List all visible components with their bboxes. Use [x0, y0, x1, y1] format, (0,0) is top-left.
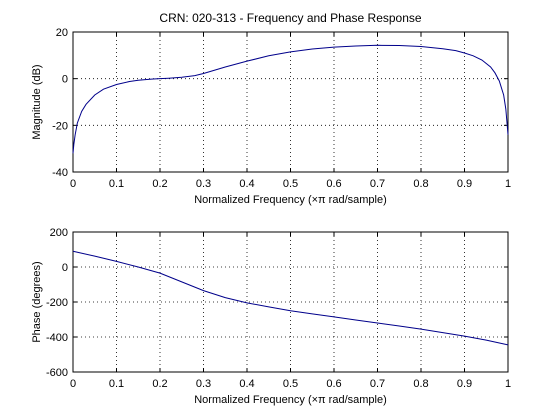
x-tick-label: 0.1: [109, 378, 124, 390]
x-tick-label: 0.3: [196, 378, 211, 390]
x-tick-label: 0.9: [457, 378, 472, 390]
y-tick-label: -600: [46, 367, 68, 379]
chart-title: CRN: 020-313 - Frequency and Phase Respo…: [159, 11, 421, 25]
y-tick-label: -200: [46, 297, 68, 309]
phase-response-line: [72, 250, 509, 346]
x-tick-label: 1: [505, 378, 511, 390]
x-tick-label: 0.4: [239, 378, 254, 390]
magnitude-response-line: [72, 44, 509, 154]
x-tick-label: 0.5: [283, 378, 298, 390]
x-tick-label: 0.4: [239, 178, 254, 190]
x-tick-label: 0.2: [152, 378, 167, 390]
y-tick-label: -40: [52, 167, 68, 179]
x-tick-label: 0.5: [283, 178, 298, 190]
x-tick-label: 0.3: [196, 178, 211, 190]
x-tick-label: 0.6: [326, 378, 341, 390]
x-tick-label: 0.2: [152, 178, 167, 190]
x-tick-label: 0.8: [413, 178, 428, 190]
x-tick-label: 0: [70, 178, 76, 190]
x-tick-label: 0.9: [457, 178, 472, 190]
y-tick-label: 20: [56, 27, 68, 39]
y-axis-label-magnitude: Magnitude (dB): [31, 64, 43, 139]
x-tick-label: 0.8: [413, 378, 428, 390]
magnitude-axes: 0 0.1 0.2 0.3 0.4 0.5 0.6 0.7 0.8 0.9 1 -40 -20 0 20: [52, 27, 511, 190]
x-tick-label: 0.1: [109, 178, 124, 190]
y-tick-label: 200: [50, 227, 68, 239]
y-tick-label: 0: [62, 74, 68, 86]
x-tick-label: 0.7: [370, 178, 385, 190]
y-axis-label-phase: Phase (degrees): [31, 261, 43, 342]
phase-axes: 0 0.1 0.2 0.3 0.4 0.5 0.6 0.7 0.8 0.9 1 -600 -400 -20…: [46, 227, 511, 390]
y-tick-label: -400: [46, 332, 68, 344]
x-tick-label: 0: [70, 378, 76, 390]
x-tick-label: 1: [505, 178, 511, 190]
x-tick-label: 0.6: [326, 178, 341, 190]
y-tick-label: -20: [52, 120, 68, 132]
y-tick-label: 0: [62, 262, 68, 274]
x-tick-label: 0.7: [370, 378, 385, 390]
x-axis-label: Normalized Frequency (×π rad/sample): [194, 394, 387, 406]
x-axis-label: Normalized Frequency (×π rad/sample): [194, 194, 387, 206]
